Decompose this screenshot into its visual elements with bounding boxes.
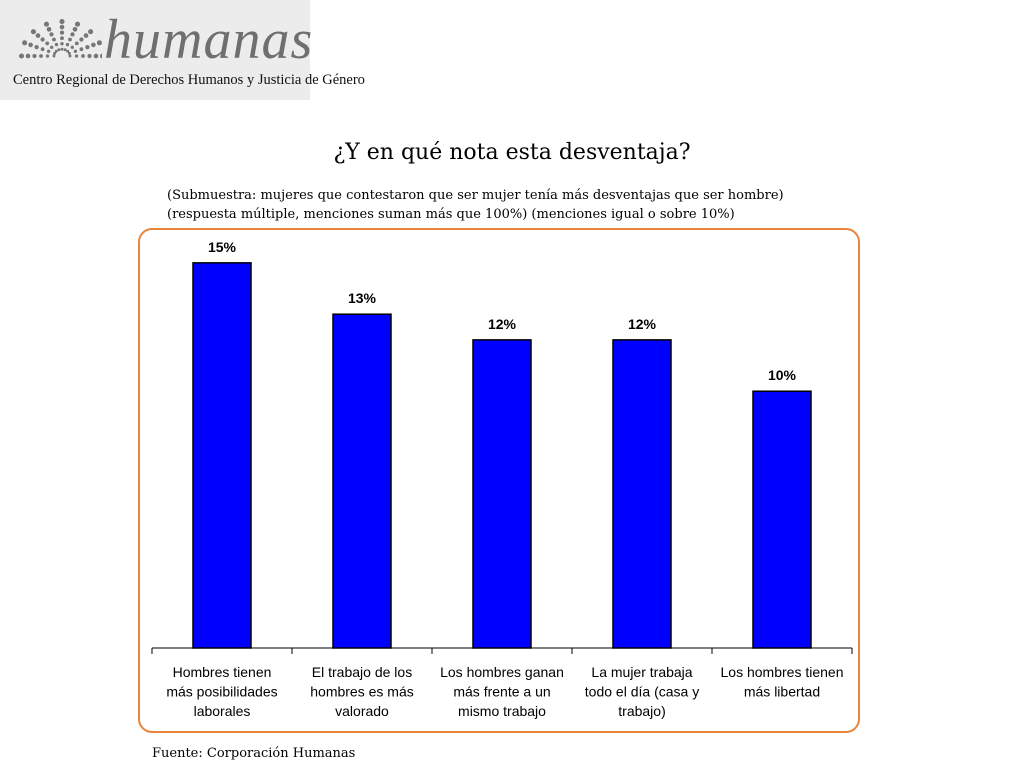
category-label-1-line-1: Hombres tienen — [173, 664, 272, 680]
slide-title: ¿Y en qué nota esta desventaja? — [333, 140, 691, 165]
bar-5 — [752, 390, 812, 649]
data-label-5: 10% — [768, 367, 797, 383]
category-label-3-line-3: mismo trabajo — [458, 703, 546, 719]
category-label-1-line-3: laborales — [194, 703, 251, 719]
logo-subtitle: Centro Regional de Derechos Humanos y Ju… — [13, 72, 365, 88]
starburst-logo-icon — [18, 19, 102, 59]
category-label-2-line-2: hombres es más — [310, 684, 413, 700]
category-label-4-line-1: La mujer trabaja — [591, 664, 692, 680]
source-note: Fuente: Corporación Humanas — [152, 746, 356, 761]
category-label-3-line-1: Los hombres ganan — [440, 664, 564, 680]
bar-3 — [472, 339, 532, 649]
category-label-2-line-3: valorado — [335, 703, 389, 719]
category-label-5-line-2: más libertad — [744, 684, 820, 700]
data-label-1: 15% — [208, 239, 237, 255]
category-label-4-line-2: todo el día (casa y — [585, 684, 699, 700]
category-label-5-line-1: Los hombres tienen — [721, 664, 844, 680]
data-label-2: 13% — [348, 290, 377, 306]
subtitle-line-1: (Submuestra: mujeres que contestaron que… — [167, 188, 784, 203]
category-label-1-line-2: más posibilidades — [166, 684, 277, 700]
bar-4 — [612, 339, 672, 649]
humanas-logo: humanas Centro Regional de Derechos Huma… — [0, 0, 365, 100]
slide-subtitle: (Submuestra: mujeres que contestaron que… — [167, 186, 867, 224]
logo-wordmark: humanas — [104, 9, 314, 71]
category-label-4-line-3: trabajo) — [618, 703, 665, 719]
bar-1 — [192, 262, 252, 649]
data-label-4: 12% — [628, 316, 657, 332]
bar-2 — [332, 313, 392, 649]
category-label-2-line-1: El trabajo de los — [312, 664, 412, 680]
category-label-3-line-2: más frente a un — [453, 684, 550, 700]
subtitle-line-2: (respuesta múltiple, menciones suman más… — [167, 207, 735, 222]
data-label-3: 12% — [488, 316, 517, 332]
chart-frame — [138, 228, 860, 733]
